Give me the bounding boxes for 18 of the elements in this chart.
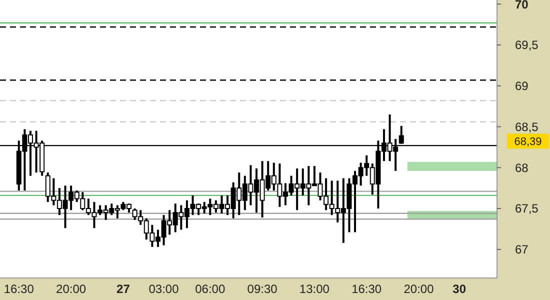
- y-tick-label: 69: [515, 79, 529, 94]
- x-tick-label: 20:00: [56, 282, 86, 296]
- y-tick-label: 67,5: [515, 202, 539, 216]
- x-tick-label: 09:30: [247, 282, 278, 296]
- y-tick-label: 68: [515, 160, 529, 175]
- x-tick-label: 27: [116, 282, 130, 296]
- y-tick-label: 69,5: [515, 38, 539, 52]
- x-tick-label: 03:00: [148, 282, 180, 296]
- x-tick-label: 06:00: [195, 282, 226, 296]
- x-tick-label: 20:00: [404, 282, 434, 296]
- x-tick-label: 13:00: [299, 282, 330, 296]
- y-tick-label: 68,5: [515, 120, 539, 134]
- text: 68,39: [514, 136, 542, 148]
- x-tick-label: 30: [452, 282, 466, 296]
- x-tick-label: 16:30: [352, 282, 382, 296]
- y-tick-label: 67: [515, 242, 529, 257]
- y-tick-label: 70: [515, 0, 529, 12]
- x-tick-label: 16:30: [4, 282, 34, 296]
